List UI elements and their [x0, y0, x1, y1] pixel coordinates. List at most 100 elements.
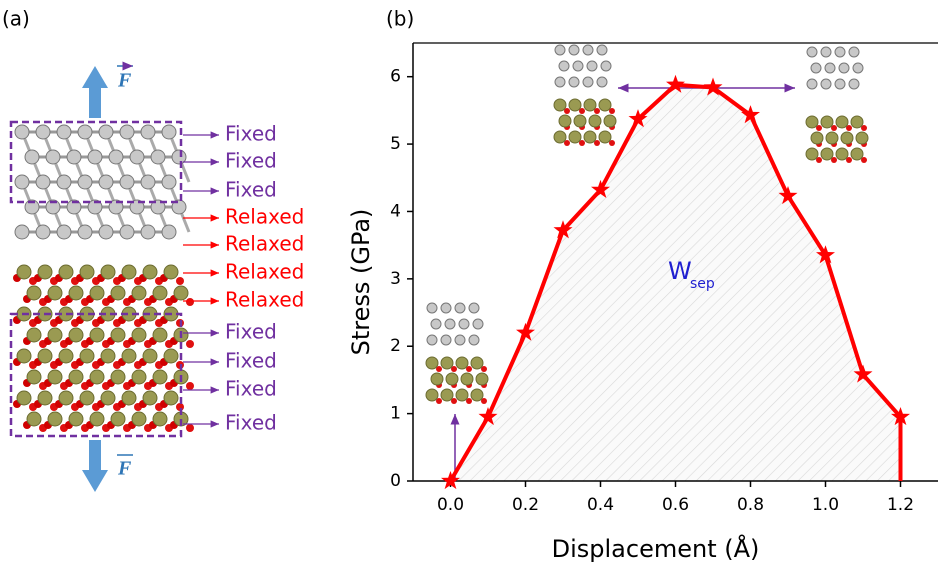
atom [805, 115, 819, 129]
atom [554, 44, 566, 56]
atom [58, 264, 74, 280]
atom-o [831, 157, 837, 163]
atom [806, 46, 818, 58]
atom-o [186, 340, 194, 348]
layer-label: Fixed [225, 349, 277, 373]
x-tick-label: 1.2 [887, 495, 914, 515]
atom [152, 285, 168, 301]
atom [161, 224, 177, 240]
atom [171, 149, 187, 165]
layer-label: Fixed [225, 178, 277, 202]
atom [838, 62, 850, 74]
atom [142, 264, 158, 280]
atom [56, 174, 72, 190]
atom [806, 78, 818, 90]
atom [583, 98, 597, 112]
atom [142, 390, 158, 406]
atom [835, 115, 849, 129]
atom [455, 388, 469, 402]
layer-label: Fixed [225, 122, 277, 146]
atom [47, 285, 63, 301]
atom [98, 224, 114, 240]
force-arrow [82, 440, 108, 492]
atom [468, 334, 480, 346]
atom [820, 46, 832, 58]
atom [852, 62, 864, 74]
atom [77, 174, 93, 190]
atom [834, 46, 846, 58]
atom [163, 390, 179, 406]
atom [855, 131, 869, 145]
atom-o [861, 125, 867, 131]
atom-o [579, 140, 585, 146]
atom [89, 285, 105, 301]
atom [131, 411, 147, 427]
atom [100, 390, 116, 406]
atom [152, 411, 168, 427]
atom [598, 130, 612, 144]
atom [45, 149, 61, 165]
atom [173, 285, 189, 301]
annotation: W [668, 257, 692, 285]
atom [68, 369, 84, 385]
atom [430, 372, 444, 386]
x-axis-label: Displacement (Å) [552, 534, 760, 563]
atom [600, 60, 612, 72]
atom [426, 334, 438, 346]
atom [468, 302, 480, 314]
atom-o [186, 298, 194, 306]
y-tick-label: 5 [390, 134, 401, 154]
atom [470, 356, 484, 370]
atom [820, 115, 834, 129]
layer-label: Relaxed [225, 260, 304, 284]
layer-label: Relaxed [225, 288, 304, 312]
atom [568, 44, 580, 56]
area [450, 84, 901, 481]
atom [150, 199, 166, 215]
atom [596, 44, 608, 56]
atom [820, 147, 834, 161]
atom-o [466, 366, 472, 372]
atom [16, 390, 32, 406]
atom [554, 76, 566, 88]
atom [834, 78, 846, 90]
atom [24, 149, 40, 165]
atom-o [186, 424, 194, 432]
atom [440, 388, 454, 402]
layer-label: Fixed [225, 320, 277, 344]
atom [454, 302, 466, 314]
marker [553, 220, 573, 239]
atom [108, 199, 124, 215]
annotation-sub: sep [690, 276, 715, 292]
atom [37, 348, 53, 364]
y-tick-label: 0 [390, 471, 401, 491]
marker [666, 74, 685, 93]
atom [425, 388, 439, 402]
atom [848, 78, 860, 90]
atom [108, 149, 124, 165]
atom [87, 199, 103, 215]
atom [98, 124, 114, 140]
atom [805, 147, 819, 161]
atom [850, 115, 864, 129]
atom [171, 199, 187, 215]
marker [703, 77, 723, 96]
atom [79, 264, 95, 280]
x-tick-label: 0.2 [512, 495, 539, 515]
atom-o [564, 108, 570, 114]
atom [140, 174, 156, 190]
atom [47, 327, 63, 343]
atom [129, 199, 145, 215]
atom [586, 60, 598, 72]
atom [66, 149, 82, 165]
x-tick-label: 0.8 [737, 495, 764, 515]
x-tick-label: 1.0 [812, 495, 839, 515]
atom [26, 411, 42, 427]
marker [853, 364, 873, 383]
atom [840, 131, 854, 145]
atom [14, 174, 30, 190]
y-axis-label: Stress (GPa) [347, 209, 375, 356]
atom [558, 60, 570, 72]
marker [741, 105, 760, 124]
